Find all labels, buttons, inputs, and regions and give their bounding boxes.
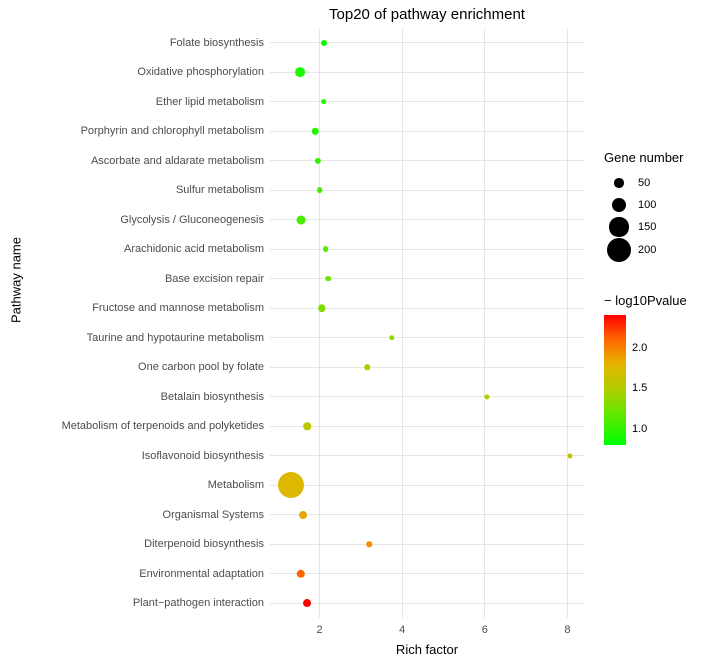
size-legend-item: 50 (604, 172, 650, 194)
y-tick-label: Diterpenoid biosynthesis (144, 538, 264, 550)
bubble-point (325, 276, 331, 282)
size-legend-label: 200 (634, 244, 656, 256)
y-tick-label: Oxidative phosphorylation (137, 66, 264, 78)
bubble-point (323, 246, 329, 252)
y-tick-label: Plant−pathogen interaction (133, 597, 264, 609)
gridline-h (270, 455, 584, 456)
gridline-h (270, 544, 584, 545)
gridline-h (270, 72, 584, 73)
size-legend-item: 200 (604, 239, 656, 261)
bubble-point (299, 511, 307, 519)
gridline-v (567, 28, 568, 618)
gridline-h (270, 396, 584, 397)
y-tick-label: Ascorbate and aldarate metabolism (91, 155, 264, 167)
y-tick-label: Taurine and hypotaurine metabolism (87, 332, 264, 344)
gridline-h (270, 278, 584, 279)
gridline-v (319, 28, 320, 618)
bubble-point (321, 40, 327, 46)
y-tick-label: Metabolism (208, 479, 264, 491)
gridline-h (270, 603, 584, 604)
colorbar (604, 315, 626, 445)
y-tick-label: Fructose and mannose metabolism (92, 302, 264, 314)
y-tick-label: Metabolism of terpenoids and polyketides (62, 420, 264, 432)
gridline-h (270, 42, 584, 43)
x-tick-label: 6 (482, 624, 488, 636)
y-tick-label: Base excision repair (165, 273, 264, 285)
bubble-point (278, 472, 304, 498)
gridline-h (270, 219, 584, 220)
gridline-h (270, 485, 584, 486)
y-tick-label: Environmental adaptation (139, 568, 264, 580)
size-legend-label: 50 (634, 177, 650, 189)
y-tick-label: Porphyrin and chlorophyll metabolism (81, 125, 264, 137)
gridline-h (270, 101, 584, 102)
y-tick-label: Ether lipid metabolism (156, 96, 264, 108)
y-tick-label: Sulfur metabolism (176, 184, 264, 196)
gridline-v (484, 28, 485, 618)
y-tick-label: Isoflavonoid biosynthesis (142, 450, 264, 462)
y-tick-label: Folate biosynthesis (170, 37, 264, 49)
color-legend-title: − log10Pvalue (604, 293, 687, 308)
bubble-point (303, 599, 311, 607)
size-legend-item: 150 (604, 216, 656, 238)
gridline-h (270, 426, 584, 427)
y-axis-title: Pathway name (9, 237, 24, 323)
x-axis-title: Rich factor (396, 642, 458, 657)
x-tick-label: 2 (317, 624, 323, 636)
bubble-point (321, 99, 327, 105)
x-tick-label: 8 (564, 624, 570, 636)
gridline-h (270, 573, 584, 574)
y-tick-label: Organismal Systems (163, 509, 264, 521)
chart-title: Top20 of pathway enrichment (329, 6, 525, 23)
size-legend-label: 150 (634, 221, 656, 233)
y-tick-label: Arachidonic acid metabolism (124, 243, 264, 255)
gridline-h (270, 337, 584, 338)
gridline-h (270, 367, 584, 368)
bubble-point (295, 67, 305, 77)
gridline-h (270, 249, 584, 250)
bubble-point (297, 215, 306, 224)
colorbar-tick-label: 1.5 (632, 382, 647, 394)
size-legend-item: 100 (604, 194, 656, 216)
colorbar-tick-label: 1.0 (632, 423, 647, 435)
gridline-v (402, 28, 403, 618)
y-tick-label: Betalain biosynthesis (161, 391, 264, 403)
colorbar-tick-label: 2.0 (632, 342, 647, 354)
gridline-h (270, 514, 584, 515)
y-tick-label: One carbon pool by folate (138, 361, 264, 373)
x-tick-label: 4 (399, 624, 405, 636)
plot-panel (270, 28, 584, 618)
size-legend-title: Gene number (604, 150, 684, 165)
size-legend-label: 100 (634, 199, 656, 211)
y-tick-label: Glycolysis / Gluconeogenesis (120, 214, 264, 226)
bubble-point (317, 187, 323, 193)
